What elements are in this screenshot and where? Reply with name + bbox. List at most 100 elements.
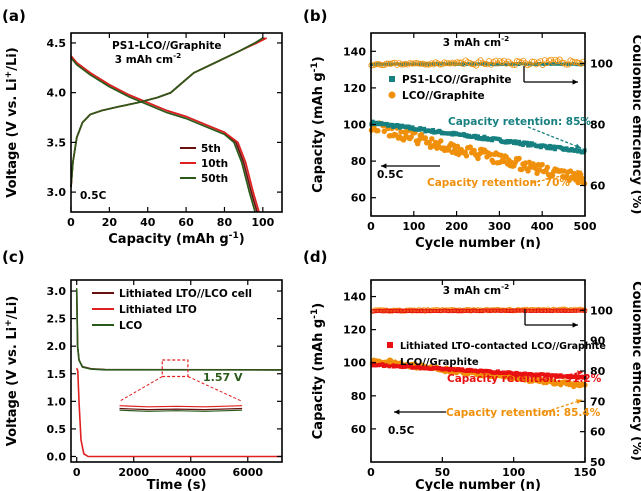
- annotation-retention-lco: Capacity retention: 85.4%: [446, 407, 601, 419]
- x-tick-label: 0: [367, 220, 375, 233]
- efficiency-point-lco: [383, 60, 390, 67]
- y-axis-label: Voltage (V vs. Li+/Li): [4, 47, 20, 197]
- zoom-connector: [119, 376, 163, 402]
- capacity-point-lco: [500, 158, 507, 165]
- legend-swatch: [386, 357, 394, 365]
- capacity-point-ps1: [528, 143, 533, 148]
- capacity-point-ps1: [517, 139, 522, 144]
- x-tick-label: 100: [502, 466, 525, 479]
- inset-line-lco: [119, 409, 243, 412]
- capacity-point-ps1: [389, 122, 394, 127]
- arrow-head: [394, 409, 400, 415]
- efficiency-point-ps1: [484, 62, 488, 66]
- legend-label: PS1-LCO//Graphite: [402, 74, 512, 86]
- efficiency-point-lco: [409, 60, 416, 67]
- capacity-point-ps1: [476, 134, 480, 139]
- efficiency-point-lco: [563, 61, 570, 68]
- efficiency-point-lco: [522, 60, 529, 67]
- efficiency-point-lco: [411, 60, 418, 67]
- capacity-point-ps1: [396, 123, 401, 128]
- efficiency-point-ps1: [511, 62, 516, 66]
- capacity-point-ps1: [551, 144, 556, 149]
- plot-frame: [70, 279, 283, 463]
- y-tick-label: 4.0: [47, 87, 67, 100]
- arrow-line: [539, 371, 584, 381]
- capacity-point-lco: [579, 175, 585, 181]
- efficiency-point-ps1: [566, 62, 570, 66]
- capacity-point-ps1: [490, 138, 495, 143]
- efficiency-point-ps1: [474, 62, 478, 66]
- capacity-point-lco: [516, 155, 522, 162]
- efficiency-point-lco: [456, 59, 463, 66]
- legend-swatch: [388, 91, 396, 99]
- efficiency-point-ps1: [434, 62, 439, 66]
- efficiency-point-ps1: [486, 62, 490, 66]
- capacity-point-lco: [422, 135, 429, 141]
- capacity-point-lco: [567, 168, 574, 174]
- arrow-line: [531, 170, 583, 184]
- capacity-point-lco: [488, 151, 494, 158]
- efficiency-point-ps1: [445, 62, 449, 67]
- y-axis-label: Capacity (mAh g-1): [310, 56, 326, 192]
- efficiency-point-lco: [379, 62, 386, 69]
- plot-frame: [70, 32, 283, 213]
- x-tick-label: 300: [488, 220, 511, 233]
- inset-line-lto: [119, 405, 243, 408]
- efficiency-point-ps1: [551, 62, 555, 66]
- x-tick-label: 150: [574, 466, 597, 479]
- efficiency-point-ps1: [374, 62, 379, 67]
- arrow-head: [576, 169, 582, 175]
- efficiency-point-ps1: [561, 62, 565, 67]
- efficiency-point-ps1: [527, 62, 531, 66]
- efficiency-point-ps1: [383, 62, 387, 66]
- x-axis-label: Cycle number (n): [415, 236, 541, 251]
- efficiency-point-ps1: [503, 62, 507, 66]
- legend-label: 10th: [201, 158, 228, 170]
- annotation-rate: 0.5C: [388, 425, 415, 437]
- efficiency-point-ps1: [390, 62, 394, 67]
- y-tick-label: 4.5: [47, 37, 67, 50]
- capacity-point-lco: [471, 147, 477, 154]
- legend-label: Lithiated LTO: [119, 304, 197, 316]
- capacity-point-lco: [398, 129, 404, 135]
- panel-label: (c): [2, 248, 25, 266]
- capacity-point-lco: [416, 137, 422, 143]
- x-axis-label: Cycle number (n): [415, 478, 541, 491]
- y2-tick-label: 100: [590, 58, 613, 71]
- capacity-point-lto: [371, 361, 376, 366]
- efficiency-point-ps1: [578, 62, 582, 67]
- efficiency-point-ps1: [404, 62, 408, 66]
- capacity-point-ps1: [431, 127, 436, 132]
- efficiency-point-ps1: [469, 62, 473, 67]
- arrow-head: [572, 79, 578, 85]
- y-axis-label: Capacity (mAh g-1): [310, 303, 326, 439]
- x-tick-label: 50: [435, 466, 451, 479]
- arrow-head: [575, 143, 581, 149]
- x-tick-label: 400: [531, 220, 554, 233]
- capacity-point-lco: [463, 153, 470, 159]
- x-tick-label: 20: [102, 216, 118, 229]
- x-tick-label: 0: [67, 216, 75, 229]
- efficiency-point-ps1: [409, 62, 413, 66]
- y-tick-label: 80: [351, 155, 367, 168]
- efficiency-point-ps1: [535, 62, 540, 66]
- series-line-charge-50th: [70, 37, 264, 188]
- capacity-point-ps1: [520, 142, 525, 147]
- y2-axis-label: Coulombic efficiency (%): [629, 35, 641, 215]
- panel-label: (d): [303, 248, 327, 266]
- capacity-point-lco: [438, 138, 444, 144]
- y2-axis-label: Coulombic efficiency (%): [629, 281, 641, 461]
- efficiency-point-ps1: [520, 62, 524, 66]
- efficiency-point-ps1: [392, 62, 396, 66]
- legend-label: 5th: [201, 143, 221, 155]
- panel-b: (b) 0 100 200 300 400 500 60 80 100 120 140 60 80 100 C…: [303, 7, 641, 251]
- y-axis-label: Voltage (V vs. Li+/Li): [4, 296, 20, 446]
- efficiency-point-lco: [533, 61, 540, 68]
- y-tick-label: 1.5: [47, 368, 67, 381]
- panel-d: (d)0 50 100 15060801001201405060708090100Cy…: [303, 248, 641, 491]
- y-tick-label: 60: [351, 192, 367, 205]
- efficiency-point-ps1: [496, 62, 500, 66]
- efficiency-point-ps1: [416, 62, 420, 66]
- efficiency-point-ps1: [505, 62, 509, 66]
- efficiency-point-lco: [417, 60, 424, 67]
